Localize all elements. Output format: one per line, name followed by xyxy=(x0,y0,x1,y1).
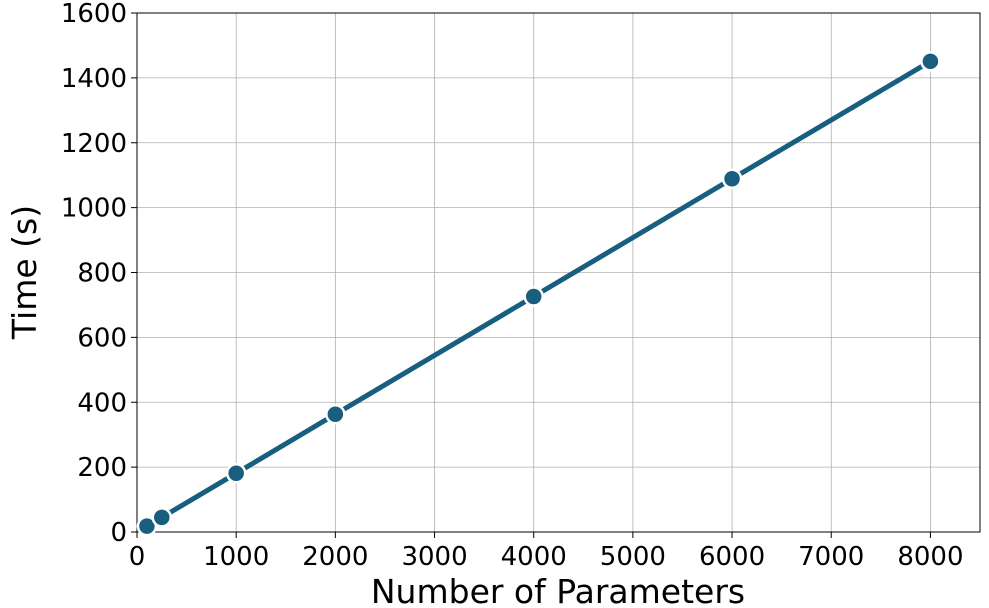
data-point xyxy=(721,168,743,190)
y-tick-label: 1000 xyxy=(61,194,127,224)
x-tick-label: 8000 xyxy=(897,542,963,572)
x-tick-label: 5000 xyxy=(600,542,666,572)
y-axis-label: Time (s) xyxy=(5,205,44,340)
y-tick-label: 200 xyxy=(77,453,127,483)
y-tick-label: 0 xyxy=(110,518,127,548)
data-point xyxy=(523,286,544,307)
y-tick-label: 1200 xyxy=(61,129,127,159)
x-tick-label: 6000 xyxy=(699,542,765,572)
y-tick-label: 1400 xyxy=(61,64,127,94)
x-tick-label: 7000 xyxy=(798,542,864,572)
data-point xyxy=(136,515,158,537)
data-point xyxy=(325,404,346,425)
data-point xyxy=(225,463,247,484)
x-tick-label: 3000 xyxy=(401,542,467,572)
y-tick-label: 1600 xyxy=(61,0,127,29)
x-tick-label: 0 xyxy=(129,542,146,572)
x-axis-label: Number of Parameters xyxy=(371,572,745,608)
y-tick-label: 800 xyxy=(77,259,127,289)
data-point xyxy=(920,51,941,72)
x-tick-label: 4000 xyxy=(501,542,567,572)
y-tick-label: 400 xyxy=(77,388,127,418)
plot-frame xyxy=(136,12,981,533)
x-tick-label: 1000 xyxy=(203,542,269,572)
data-point xyxy=(151,507,173,528)
x-tick-label: 2000 xyxy=(302,542,368,572)
y-tick-label: 600 xyxy=(77,323,127,353)
